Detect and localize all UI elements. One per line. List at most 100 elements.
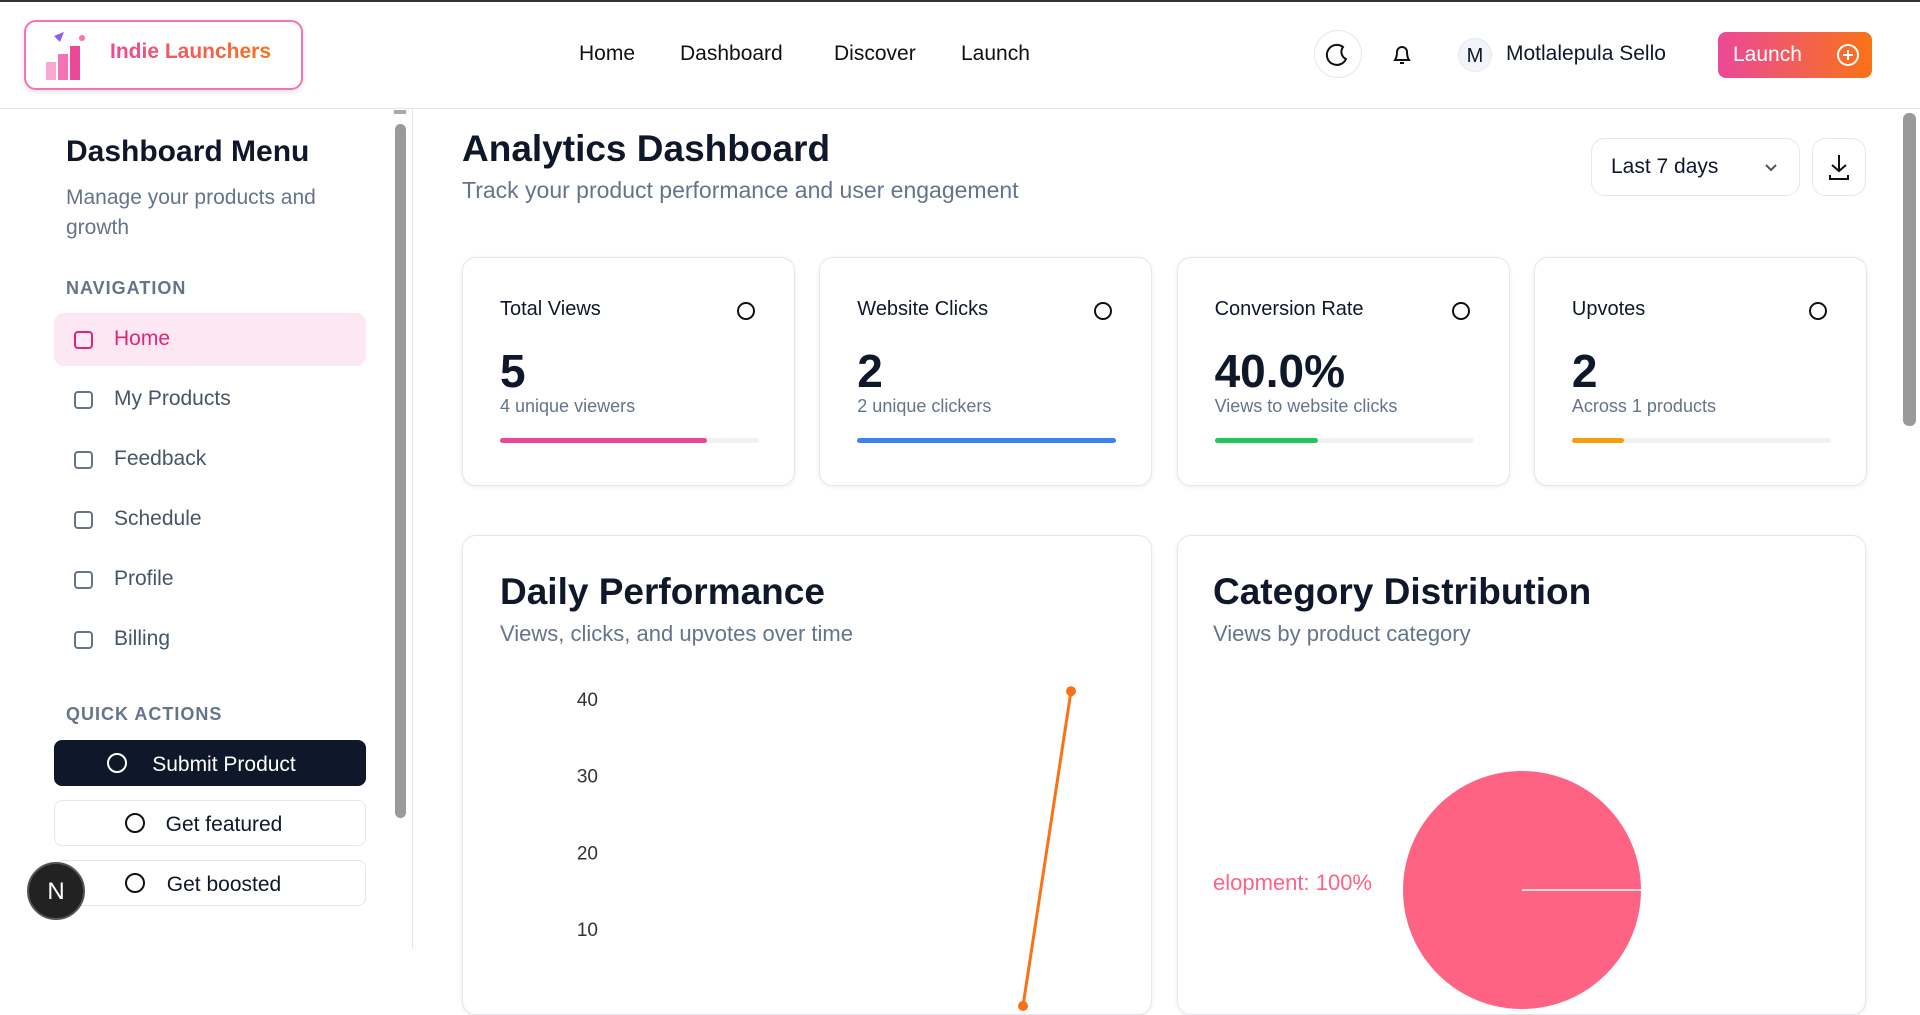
sidebar (0, 109, 413, 949)
nav-item[interactable]: Profile (114, 567, 174, 590)
y-tick-label: 30 (577, 767, 598, 788)
dev-badge[interactable]: N (27, 862, 85, 920)
stat-detail: Across 1 products (1571, 396, 1716, 416)
stat-value: 40.0% (1214, 345, 1346, 397)
point (1066, 686, 1076, 697)
stat-label: Upvotes (1571, 298, 1646, 320)
nav-item[interactable]: Home (54, 313, 366, 366)
daily-chart-card: Daily Performance Views, clicks, and upv… (462, 535, 1152, 1015)
icon-shape (107, 753, 127, 773)
range-label: Last 7 days (1611, 155, 1719, 178)
icon-shape (125, 873, 145, 893)
progress-track (857, 438, 1117, 443)
action-button[interactable]: Get boosted (54, 860, 366, 906)
progress-bar (857, 438, 1117, 443)
icon-shape (74, 451, 93, 469)
action-icon (125, 873, 145, 893)
y-tick-label: 20 (577, 843, 598, 864)
category-chart-card: Category Distribution Views by product c… (1177, 535, 1866, 1015)
slice-label: Development: 100% (1213, 870, 1372, 895)
plus-icon (1837, 44, 1859, 66)
nav-link[interactable]: Launch (961, 42, 1030, 65)
scroll-arrow (394, 110, 406, 114)
stat-icon (1094, 302, 1113, 320)
logo[interactable] (24, 20, 303, 90)
range-select[interactable]: Last 7 days (1591, 138, 1800, 196)
stat-value: 2 (1571, 345, 1598, 397)
stat-value: 5 (500, 345, 526, 397)
brand[interactable]: Indie Launchers (110, 40, 272, 63)
icon-shape (74, 571, 93, 589)
line (1021, 690, 1073, 1007)
nav-icon (74, 511, 93, 529)
stat-card: Website Clicks 2 2 unique clickers (819, 257, 1153, 486)
progress-bar (500, 438, 708, 443)
nav-item[interactable]: Billing (114, 627, 171, 650)
page-subtitle: Track your product performance and user … (462, 177, 1019, 203)
launch-button[interactable]: Launch (1718, 32, 1872, 78)
header (0, 0, 1920, 109)
chevron-icon (1765, 164, 1777, 172)
stat-detail: Views to website clicks (1214, 396, 1398, 416)
stat-label: Website Clicks (857, 298, 989, 320)
sidebar-subtitle: Manage your products and growth (66, 186, 316, 239)
nav-icon (74, 331, 93, 349)
icon-shape (737, 302, 755, 320)
action-icon (125, 813, 145, 833)
action-icon (107, 753, 127, 773)
progress-track (500, 438, 759, 443)
nav-icon (74, 391, 93, 409)
line-chart: 10 20 30 40 (577, 686, 1076, 1011)
stat-label: Total Views (500, 298, 601, 320)
icon-shape (74, 511, 93, 529)
progress-bar (1214, 438, 1319, 443)
icon-shape (1808, 302, 1827, 320)
nav-item[interactable]: Schedule (114, 507, 202, 530)
icon-shape (1094, 302, 1113, 320)
moon-icon (1325, 43, 1348, 66)
action-button[interactable]: Submit Product (54, 740, 366, 786)
action-button[interactable]: Get featured (54, 800, 366, 846)
nav-item[interactable]: Feedback (114, 447, 207, 470)
stat-detail: 4 unique viewers (500, 396, 636, 416)
nav-link[interactable]: Dashboard (680, 42, 783, 65)
stat-label: Conversion Rate (1214, 298, 1364, 320)
chart-title: Category Distribution (1213, 571, 1592, 612)
user-name[interactable]: Motlalepula Sello (1506, 42, 1666, 65)
stat-icon (1808, 302, 1827, 320)
page-scrollbar[interactable] (1903, 113, 1916, 426)
icon-shape (74, 391, 93, 409)
chart-subtitle: Views, clicks, and upvotes over time (500, 621, 853, 646)
avatar[interactable]: M (1458, 38, 1492, 72)
bell-icon[interactable] (1389, 42, 1415, 68)
sidebar-scrollbar[interactable] (395, 124, 406, 818)
stat-card: Upvotes 2 Across 1 products (1533, 257, 1867, 486)
y-tick-label: 40 (577, 690, 598, 711)
icon-shape (1451, 302, 1470, 320)
download-icon (1829, 155, 1849, 180)
nav-icon (74, 451, 93, 469)
icon-shape (125, 813, 145, 833)
nav-item[interactable]: My Products (114, 387, 231, 410)
progress-track (1571, 438, 1831, 443)
logo-icon (46, 32, 85, 80)
stat-icon (737, 302, 755, 320)
launch-label: Launch (1733, 43, 1802, 66)
nav-link[interactable]: Home (579, 42, 636, 65)
icon-shape (74, 631, 93, 649)
chart-subtitle: Views by product category (1213, 621, 1471, 646)
sidebar-title: Dashboard Menu (66, 135, 310, 168)
stat-detail: 2 unique clickers (857, 396, 992, 416)
progress-track (1214, 438, 1474, 443)
stat-icon (1451, 302, 1470, 320)
nav-link[interactable]: Discover (834, 42, 916, 65)
stat-value: 2 (857, 345, 883, 397)
nav-icon (74, 571, 93, 589)
download-button[interactable] (1812, 138, 1866, 196)
pie-chart: Development: 100% (1213, 771, 1641, 1009)
chart-title: Daily Performance (500, 571, 825, 612)
theme-toggle[interactable] (1314, 30, 1362, 78)
icon-shape (74, 331, 93, 349)
y-tick-label: 10 (577, 920, 598, 941)
